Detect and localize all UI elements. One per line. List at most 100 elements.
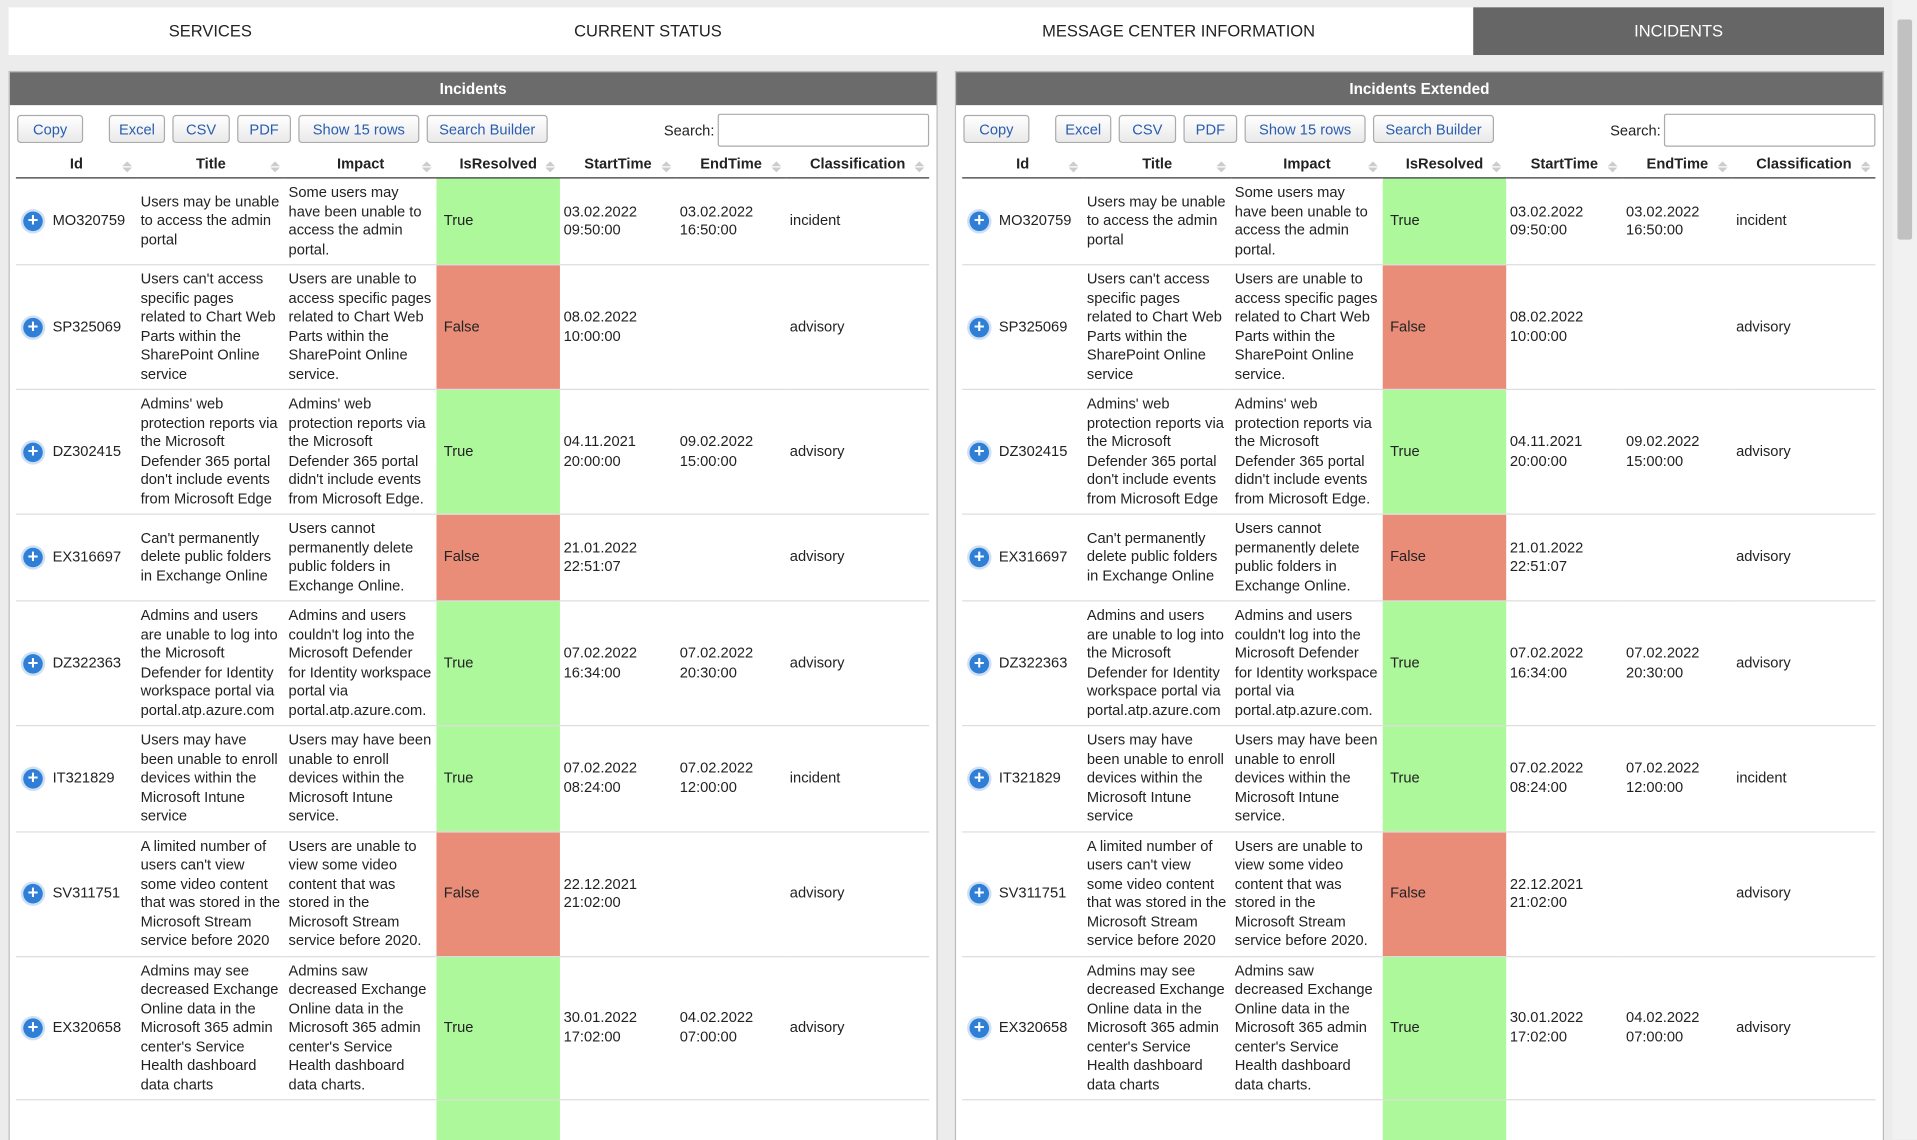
cell: 22.12.2021 21:02:00 (1506, 831, 1623, 957)
cell (676, 1099, 787, 1140)
cell-text: 07.02.2022 08:24:00 (1509, 759, 1584, 796)
header-row: Id Title Impact IsResolved StartTime EndTime C… (962, 150, 1876, 179)
cell: advisory (1732, 264, 1876, 391)
sort-down (421, 167, 432, 177)
expand-icon[interactable]: + (23, 883, 43, 904)
search-input[interactable] (717, 113, 930, 147)
expand-icon[interactable]: + (969, 211, 990, 232)
cell-text: Users are unable to access specific page… (288, 270, 432, 383)
sort-down (661, 167, 672, 177)
button[interactable]: Show 15 rows (298, 114, 420, 144)
row: + DZ322363 Admins and users are unable to … (962, 600, 1876, 727)
cell: Admins may see decreased Exchange Online… (1083, 956, 1232, 1101)
expand-icon[interactable]: + (969, 548, 990, 568)
expand-icon[interactable]: + (969, 653, 990, 674)
cell-text: True (1390, 1018, 1420, 1036)
button[interactable]: Search Builder (426, 114, 548, 144)
expand-icon[interactable]: + (23, 1018, 43, 1038)
tab[interactable]: MESSAGE CENTER INFORMATION (1042, 22, 1316, 41)
button[interactable]: Excel (1055, 114, 1112, 144)
column-header[interactable]: Classification (1732, 150, 1876, 179)
button[interactable]: Search Builder (1372, 114, 1494, 144)
cell: advisory (786, 956, 930, 1101)
cell: Admins and users couldn't log into the M… (284, 600, 437, 727)
tab[interactable]: INCIDENTS (1473, 7, 1884, 56)
button[interactable]: PDF (237, 114, 291, 144)
cell-text: Admins and users are unable to log into … (140, 606, 278, 719)
button[interactable]: Excel (108, 114, 166, 144)
column-header[interactable]: Id (15, 150, 137, 179)
row: + IT321829 Users may have been unable to e… (15, 725, 930, 832)
tab[interactable]: CURRENT STATUS (574, 22, 722, 41)
expand-icon[interactable]: + (23, 317, 43, 337)
row (15, 1099, 930, 1140)
cell-text: Users cannot permanently delete public f… (288, 519, 414, 594)
button[interactable]: CSV (172, 114, 230, 144)
cell: Users may have been unable to enroll dev… (284, 725, 437, 832)
button[interactable]: Copy (17, 114, 84, 144)
expand-icon[interactable]: + (23, 769, 43, 789)
column-header[interactable]: Id (962, 150, 1084, 179)
cell-text: True (1390, 211, 1420, 229)
expand-icon[interactable]: + (969, 441, 990, 462)
search-input[interactable] (1663, 113, 1876, 147)
sort-down (122, 167, 133, 177)
cell: advisory (786, 264, 930, 391)
column-header[interactable]: StartTime (1506, 150, 1623, 179)
cell-text: DZ302415 (998, 442, 1068, 460)
cell: Users are unable to view some video cont… (1231, 831, 1383, 957)
cell-text: Some users may have been unable to acces… (288, 183, 422, 258)
cell (1622, 831, 1733, 957)
cell (1382, 1099, 1507, 1140)
column-header[interactable]: Classification (786, 150, 930, 179)
cell: advisory (786, 831, 930, 957)
column-label: StartTime (1530, 155, 1598, 173)
column-header[interactable]: EndTime (676, 150, 787, 179)
expand-icon[interactable]: + (23, 211, 43, 232)
button[interactable]: Copy (963, 114, 1030, 144)
column-header[interactable]: Title (1083, 150, 1232, 179)
button[interactable]: PDF (1183, 114, 1238, 144)
column-header[interactable]: Impact (1231, 150, 1383, 179)
cell: Admins' web protection reports via the M… (136, 389, 285, 515)
cell-text: advisory (789, 317, 845, 335)
cell-text: DZ302415 (52, 442, 122, 460)
data-table: Id Title Impact IsResolved StartTime EndTime C… (962, 150, 1876, 1140)
cell: 04.02.2022 07:00:00 (676, 956, 787, 1101)
cell (1732, 1099, 1876, 1140)
row: + IT321829 Users may have been unable to e… (962, 725, 1876, 832)
cell (1083, 1099, 1232, 1140)
column-header[interactable]: Title (136, 150, 285, 179)
tab[interactable]: SERVICES (168, 22, 252, 41)
expand-icon[interactable]: + (23, 653, 43, 674)
expand-icon[interactable]: + (969, 1018, 990, 1038)
cell: 03.02.2022 09:50:00 (1506, 177, 1623, 266)
column-label: IsResolved (1405, 155, 1484, 173)
button[interactable]: CSV (1118, 114, 1177, 144)
expand-icon[interactable]: + (969, 317, 990, 337)
cell: + SP325069 (962, 264, 1084, 391)
expand-icon[interactable]: + (969, 883, 990, 904)
panel: Incidents Copy Excel CSV PDF Show 15 rows Sear… (8, 70, 938, 1140)
cell: 21.01.2022 22:51:07 (1506, 514, 1623, 602)
column-header[interactable]: Impact (284, 150, 437, 179)
button[interactable]: Show 15 rows (1244, 114, 1366, 144)
expand-icon[interactable]: + (969, 769, 990, 789)
column-header[interactable]: IsResolved (1382, 150, 1507, 179)
scrollbar[interactable] (1892, 0, 1917, 1140)
cell-text: 30.01.2022 17:02:00 (563, 1008, 638, 1046)
panel: Incidents Extended Copy Excel CSV PDF Show 15… (954, 70, 1884, 1140)
scroll-thumb[interactable] (1897, 19, 1913, 240)
expand-icon[interactable]: + (23, 441, 43, 462)
cell: incident (786, 725, 930, 832)
cell: False (436, 831, 560, 957)
expand-icon[interactable]: + (23, 548, 43, 568)
column-header[interactable]: IsResolved (436, 150, 560, 179)
cell-text: SP325069 (52, 317, 122, 335)
search-label: Search: (663, 122, 715, 140)
column-header[interactable]: StartTime (559, 150, 677, 179)
column-header[interactable]: EndTime (1622, 150, 1733, 179)
cell-text: Users may have been unable to enroll dev… (1234, 731, 1378, 825)
cell-text: Users may have been unable to enroll dev… (288, 731, 432, 825)
cell-text: 30.01.2022 17:02:00 (1509, 1008, 1584, 1046)
